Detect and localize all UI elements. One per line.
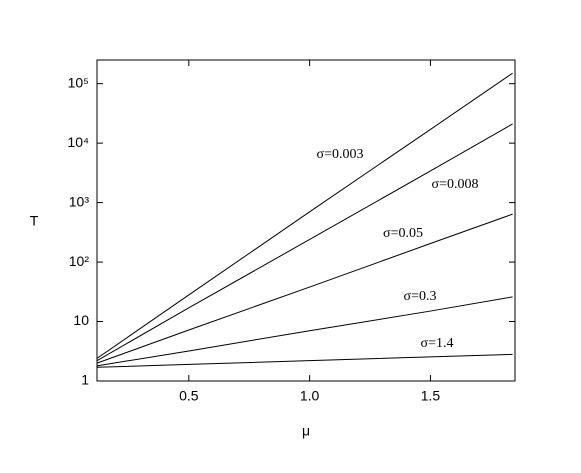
series-label: σ=0.3 (404, 289, 437, 304)
series-line (96, 213, 513, 364)
y-tick-label: 1 (81, 372, 89, 388)
y-axis-label: T (30, 213, 39, 229)
series-label: σ=1.4 (421, 336, 454, 351)
y-tick-label: 10³ (69, 193, 90, 209)
series-label: σ=0.008 (432, 177, 479, 192)
x-axis-label: μ (302, 423, 310, 439)
x-tick-label: 1.0 (300, 388, 320, 404)
y-tick-label: 10⁴ (67, 134, 89, 150)
plot-frame (96, 59, 516, 382)
series-line (96, 353, 513, 368)
series-line (96, 123, 513, 362)
y-tick-label: 10⁵ (68, 74, 89, 90)
y-tick-label: 10 (73, 312, 89, 328)
x-tick-label: 0.5 (179, 388, 199, 404)
series-label: σ=0.003 (317, 147, 364, 162)
series-line (96, 296, 513, 367)
x-tick-label: 1.5 (421, 388, 441, 404)
y-tick-label: 10² (69, 253, 90, 269)
series-label: σ=0.05 (383, 226, 423, 241)
series-line (96, 72, 513, 359)
